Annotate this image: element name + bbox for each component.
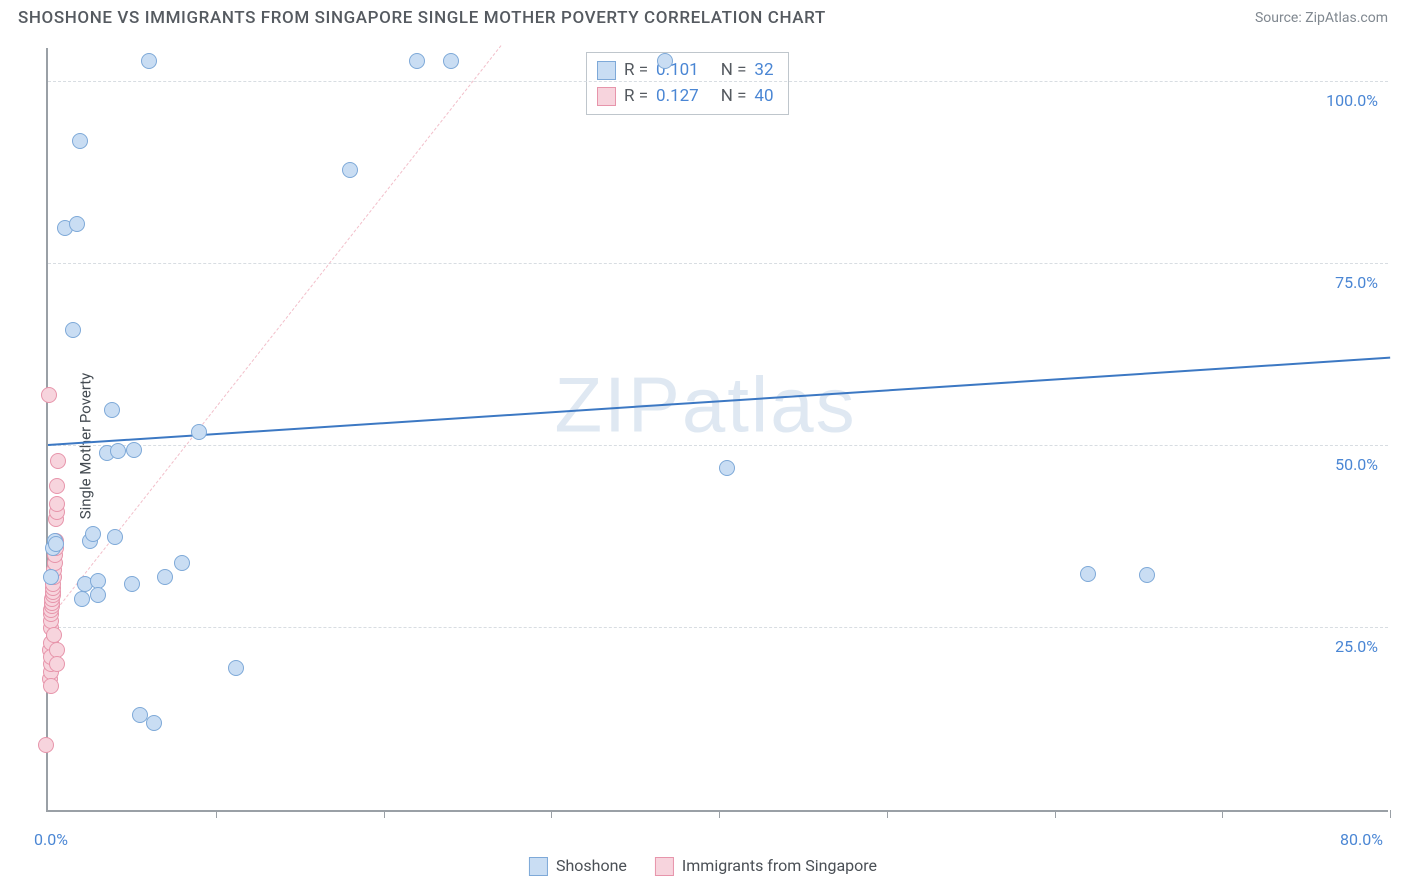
data-point [157,569,173,585]
x-tick [551,810,552,818]
data-point [46,627,62,643]
correlation-legend: R =0.101N =32R =0.127N =40 [586,52,789,115]
data-point [72,133,88,149]
data-point [228,660,244,676]
x-max-label: 80.0% [1340,830,1383,849]
gridline [48,263,1388,264]
data-point [50,453,66,469]
chart-header: SHOSHONE VS IMMIGRANTS FROM SINGAPORE SI… [0,0,1406,34]
data-point [65,322,81,338]
y-tick-label: 25.0% [1335,637,1378,656]
chart-source: Source: ZipAtlas.com [1255,10,1388,26]
data-point [1080,566,1096,582]
data-point [1139,567,1155,583]
data-point [49,656,65,672]
x-tick [1222,810,1223,818]
data-point [110,443,126,459]
x-tick [1390,810,1391,818]
x-tick [719,810,720,818]
gridline [48,81,1388,82]
r-label: R = [624,84,648,110]
x-tick [384,810,385,818]
n-value: 32 [754,58,773,84]
legend-swatch [529,857,548,876]
data-point [48,536,64,552]
x-tick [1055,810,1056,818]
legend-swatch [597,87,616,106]
gridline [48,445,1388,446]
data-point [141,53,157,69]
data-point [657,53,673,69]
legend-swatch [597,61,616,80]
legend-label: Immigrants from Singapore [682,856,877,875]
n-label: N = [721,58,747,84]
y-tick-label: 75.0% [1335,273,1378,292]
gridline [48,627,1388,628]
data-point [124,576,140,592]
data-point [126,442,142,458]
data-point [443,53,459,69]
data-point [342,162,358,178]
plot-area: ZIPatlas R =0.101N =32R =0.127N =40 25.0… [46,48,1388,812]
data-point [43,569,59,585]
data-point [719,460,735,476]
data-point [41,387,57,403]
data-point [85,526,101,542]
x-tick [887,810,888,818]
data-point [174,555,190,571]
n-label: N = [721,84,747,110]
legend-stat-row: R =0.101N =32 [597,58,774,84]
watermark: ZIPatlas [555,359,857,450]
trend-line [48,357,1390,446]
legend-stat-row: R = 0.127 N = 40 [597,84,774,110]
y-tick-label: 100.0% [1326,91,1378,110]
data-point [43,678,59,694]
data-point [38,737,54,753]
data-point [74,591,90,607]
legend-swatch [655,857,674,876]
x-min-label: 0.0% [34,830,68,849]
data-point [409,53,425,69]
data-point [49,496,65,512]
data-point [90,587,106,603]
data-point [107,529,123,545]
y-tick-label: 50.0% [1335,455,1378,474]
chart-title: SHOSHONE VS IMMIGRANTS FROM SINGAPORE SI… [18,8,826,28]
r-label: R = [624,58,648,84]
data-point [49,478,65,494]
data-point [69,216,85,232]
series-legend: Shoshone Immigrants from Singapore [529,856,877,876]
legend-item: Shoshone [529,856,627,876]
data-point [191,424,207,440]
data-point [104,402,120,418]
legend-item: Immigrants from Singapore [655,856,877,876]
data-point [146,715,162,731]
n-value: 40 [754,84,773,110]
legend-label: Shoshone [556,856,627,875]
x-tick [216,810,217,818]
r-value: 0.127 [656,84,699,110]
